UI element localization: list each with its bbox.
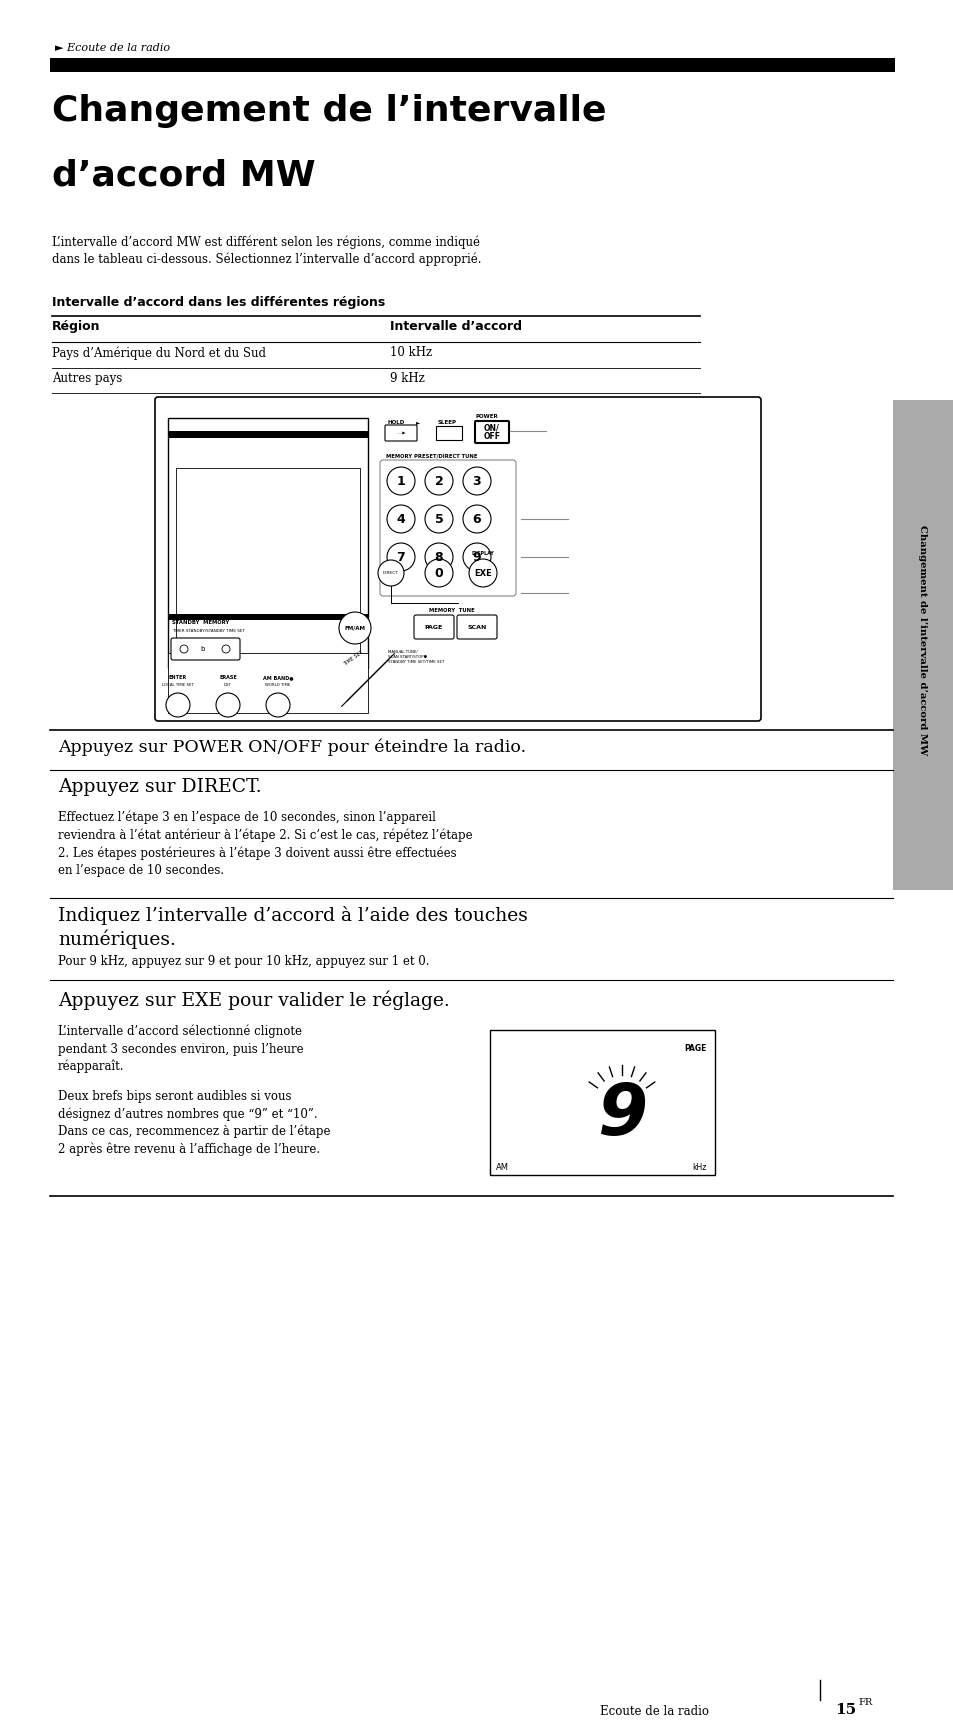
- Text: ERASE: ERASE: [219, 674, 236, 679]
- Text: L’intervalle d’accord MW est différent selon les régions, comme indiqué
dans le : L’intervalle d’accord MW est différent s…: [52, 235, 481, 266]
- Text: Appuyez sur EXE pour valider le réglage.: Appuyez sur EXE pour valider le réglage.: [58, 991, 449, 1010]
- Text: MANUAL TUNE/
SCAN START/STOP●
STANDBY TIME SET/TIME SET: MANUAL TUNE/ SCAN START/STOP● STANDBY TI…: [388, 650, 444, 664]
- Circle shape: [338, 612, 371, 643]
- Text: Pays d’Amérique du Nord et du Sud: Pays d’Amérique du Nord et du Sud: [52, 346, 266, 360]
- Bar: [168, 654, 368, 712]
- FancyBboxPatch shape: [385, 425, 416, 441]
- Text: d’accord MW: d’accord MW: [52, 157, 315, 192]
- Text: HOLD: HOLD: [388, 420, 405, 425]
- Bar: [168, 614, 368, 621]
- Circle shape: [424, 467, 453, 494]
- Text: TIME SET: TIME SET: [343, 650, 364, 667]
- Circle shape: [462, 505, 491, 533]
- Text: ENTER: ENTER: [169, 674, 187, 679]
- Text: MEMORY  TUNE: MEMORY TUNE: [429, 609, 475, 614]
- Text: 9 kHz: 9 kHz: [390, 372, 424, 386]
- Text: Pour 9 kHz, appuyez sur 9 et pour 10 kHz, appuyez sur 1 et 0.: Pour 9 kHz, appuyez sur 9 et pour 10 kHz…: [58, 954, 429, 968]
- Text: L’intervalle d’accord sélectionné clignote
pendant 3 secondes environ, puis l’he: L’intervalle d’accord sélectionné cligno…: [58, 1025, 303, 1074]
- Text: AM BAND●: AM BAND●: [262, 674, 293, 679]
- Text: Intervalle d’accord dans les différentes régions: Intervalle d’accord dans les différentes…: [52, 296, 385, 309]
- Text: TIMER STANDBY/STANDBY TIME SET: TIMER STANDBY/STANDBY TIME SET: [172, 629, 245, 633]
- Circle shape: [424, 558, 453, 588]
- Text: Autres pays: Autres pays: [52, 372, 122, 386]
- Circle shape: [424, 543, 453, 571]
- Text: 0: 0: [435, 567, 443, 579]
- Text: 4: 4: [396, 512, 405, 526]
- Circle shape: [481, 555, 484, 558]
- Text: EXE: EXE: [474, 569, 492, 577]
- Text: WORLD TIME: WORLD TIME: [265, 683, 291, 686]
- Bar: [175, 469, 359, 659]
- Text: Intervalle d’accord: Intervalle d’accord: [390, 320, 521, 334]
- Text: SCAN: SCAN: [467, 624, 486, 629]
- Text: STANDBY  MEMORY: STANDBY MEMORY: [172, 621, 229, 624]
- Circle shape: [462, 543, 491, 571]
- Text: 2: 2: [435, 474, 443, 488]
- Text: 9: 9: [597, 1081, 646, 1150]
- Circle shape: [462, 467, 491, 494]
- Circle shape: [215, 693, 240, 718]
- Text: b: b: [200, 647, 205, 652]
- Text: 9: 9: [472, 550, 481, 564]
- FancyBboxPatch shape: [414, 616, 454, 640]
- Text: Changement de l’intervalle: Changement de l’intervalle: [52, 93, 606, 128]
- Text: Appuyez sur DIRECT.: Appuyez sur DIRECT.: [58, 778, 261, 795]
- Bar: [50, 59, 894, 73]
- Text: .....▶: .....▶: [395, 431, 405, 436]
- Circle shape: [387, 467, 415, 494]
- Circle shape: [166, 693, 190, 718]
- Circle shape: [377, 560, 403, 586]
- Text: DIRECT: DIRECT: [383, 571, 398, 576]
- Text: Deux brefs bips seront audibles si vous
désignez d’autres nombres que “9” et “10: Deux brefs bips seront audibles si vous …: [58, 1089, 330, 1157]
- Circle shape: [180, 645, 188, 654]
- Text: DST: DST: [224, 683, 232, 686]
- FancyBboxPatch shape: [171, 638, 240, 660]
- Text: Effectuez l’étape 3 en l’espace de 10 secondes, sinon l’appareil
reviendra à l’é: Effectuez l’étape 3 en l’espace de 10 se…: [58, 809, 472, 877]
- Bar: [168, 431, 368, 437]
- Circle shape: [389, 555, 392, 558]
- Text: ON/
OFF: ON/ OFF: [483, 424, 500, 441]
- Text: Région: Région: [52, 320, 100, 334]
- Text: SLEEP: SLEEP: [437, 420, 456, 425]
- Bar: [892, 399, 953, 890]
- Circle shape: [222, 645, 230, 654]
- Text: Changement de l’intervalle d’accord MW: Changement de l’intervalle d’accord MW: [918, 526, 926, 756]
- Text: 8: 8: [435, 550, 443, 564]
- Text: Indiquez l’intervalle d’accord à l’aide des touches
numériques.: Indiquez l’intervalle d’accord à l’aide …: [58, 906, 527, 949]
- Text: AM: AM: [496, 1164, 509, 1172]
- Text: 6: 6: [472, 512, 481, 526]
- Text: POWER: POWER: [476, 413, 498, 418]
- Circle shape: [266, 693, 290, 718]
- FancyBboxPatch shape: [456, 616, 497, 640]
- Text: LOCAL TIME SET: LOCAL TIME SET: [162, 683, 193, 686]
- FancyBboxPatch shape: [154, 398, 760, 721]
- Circle shape: [424, 505, 453, 533]
- Text: kHz: kHz: [692, 1164, 706, 1172]
- Text: PAGE: PAGE: [424, 624, 442, 629]
- Text: 15: 15: [834, 1703, 855, 1717]
- Bar: [168, 418, 368, 667]
- Text: 1: 1: [396, 474, 405, 488]
- Text: FM/AM: FM/AM: [344, 626, 365, 631]
- Text: ► Ecoute de la radio: ► Ecoute de la radio: [55, 43, 170, 54]
- Text: FR: FR: [857, 1698, 871, 1707]
- FancyBboxPatch shape: [475, 420, 509, 443]
- Text: Ecoute de la radio: Ecoute de la radio: [599, 1705, 708, 1719]
- Bar: [490, 1030, 714, 1176]
- Circle shape: [469, 558, 497, 588]
- FancyBboxPatch shape: [379, 460, 516, 597]
- Text: 10 kHz: 10 kHz: [390, 346, 432, 360]
- Circle shape: [387, 543, 415, 571]
- Text: 3: 3: [472, 474, 481, 488]
- Text: 7: 7: [396, 550, 405, 564]
- Text: 5: 5: [435, 512, 443, 526]
- Bar: [436, 425, 461, 439]
- Text: Appuyez sur POWER ON/OFF pour éteindre la radio.: Appuyez sur POWER ON/OFF pour éteindre l…: [58, 738, 525, 756]
- Circle shape: [387, 505, 415, 533]
- Text: PAGE: PAGE: [684, 1044, 706, 1053]
- Text: ►: ►: [416, 420, 420, 425]
- Text: MEMORY PRESET/DIRECT TUNE: MEMORY PRESET/DIRECT TUNE: [386, 453, 477, 458]
- Text: DISPLAY: DISPLAY: [471, 552, 494, 557]
